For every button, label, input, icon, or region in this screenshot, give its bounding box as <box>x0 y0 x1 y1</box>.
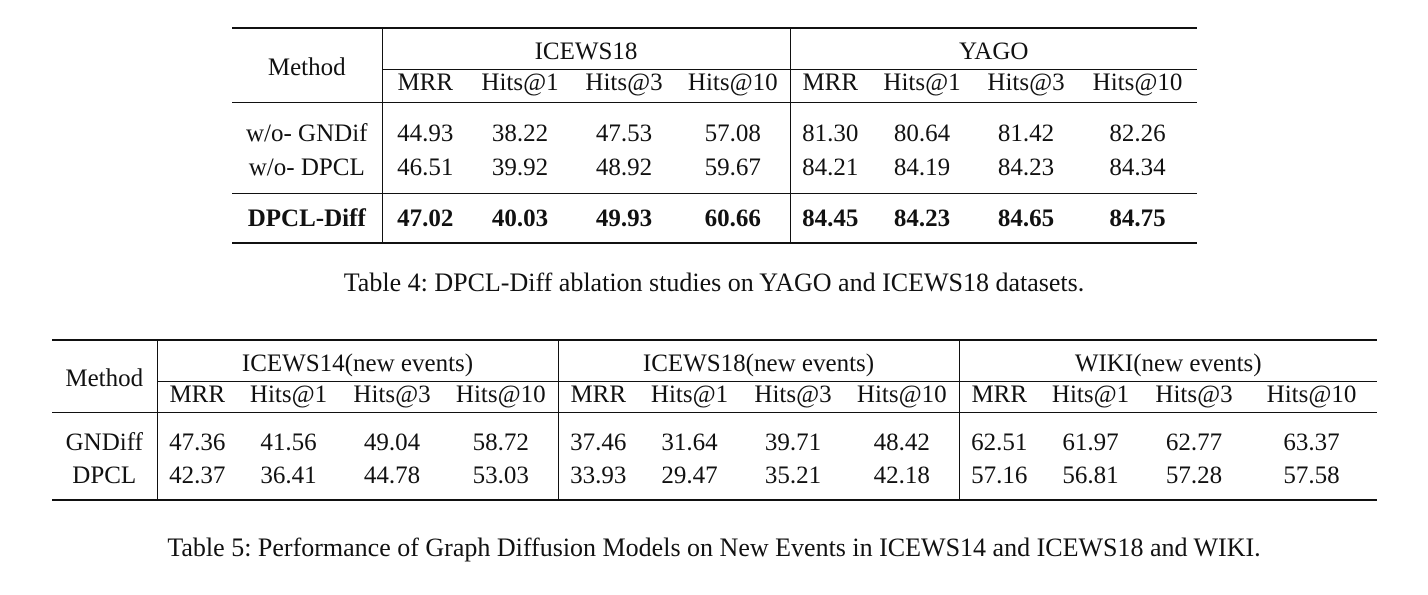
metric-header: MRR <box>157 381 237 413</box>
cell: 47.02 <box>382 193 468 243</box>
metric-header: MRR <box>557 381 638 413</box>
metric-header: MRR <box>789 69 870 103</box>
row-method: DPCL-Diff <box>232 193 383 243</box>
cell: 84.21 <box>789 151 870 194</box>
cell: 38.22 <box>468 102 572 151</box>
metric-header: Hits@1 <box>870 69 974 103</box>
group-header-icews14-new: ICEWS14(new events) <box>241 349 474 377</box>
row-method: GNDiff <box>52 412 158 459</box>
group-header-yago: YAGO <box>789 28 1197 70</box>
cell: 61.97 <box>1039 412 1142 459</box>
cell: 84.75 <box>1078 193 1197 243</box>
method-header: Method <box>232 28 383 103</box>
cell: 49.04 <box>340 412 444 459</box>
cell: 57.58 <box>1283 461 1340 489</box>
table-row: w/o- DPCL 46.51 39.92 48.92 59.67 84.21 … <box>232 151 1197 194</box>
metric-header: Hits@3 <box>1142 381 1246 413</box>
metric-header: Hits@3 <box>572 69 676 103</box>
group-header-wiki-new: WIKI(new events) <box>958 340 1377 382</box>
cell: 29.47 <box>661 461 718 489</box>
method-header: Method <box>52 340 158 413</box>
cell: 35.21 <box>764 461 822 489</box>
cell: 44.78 <box>363 461 421 489</box>
metric-header: Hits@10 <box>845 381 959 413</box>
cell: 57.08 <box>676 102 790 151</box>
metric-header: Hits@3 <box>340 381 444 413</box>
table-row: DPCL-Diff 47.02 40.03 49.93 60.66 84.45 … <box>232 193 1197 243</box>
row-method: w/o- DPCL <box>232 151 383 194</box>
table-5-caption: Table 5: Performance of Graph Diffusion … <box>167 533 1261 562</box>
cell: 39.71 <box>741 412 845 459</box>
cell: 80.64 <box>870 102 974 151</box>
cell: 42.18 <box>873 461 930 489</box>
cell: 81.42 <box>974 102 1078 151</box>
cell: 44.93 <box>382 102 468 151</box>
cell: 57.28 <box>1165 461 1223 489</box>
cell: 41.56 <box>237 412 340 459</box>
metric-header: Hits@10 <box>676 69 790 103</box>
group-header-icews18-new: ICEWS18(new events) <box>557 340 959 382</box>
metric-header: MRR <box>958 381 1039 413</box>
metric-header: Hits@10 <box>1078 69 1197 103</box>
cell: 48.42 <box>845 412 959 459</box>
metric-header: Hits@1 <box>1039 381 1142 413</box>
metric-header: Hits@10 <box>444 381 558 413</box>
table-5: Method ICEWS14(new events) ICEWS18(new e… <box>52 339 1377 501</box>
cell: 31.64 <box>638 412 741 459</box>
cell: 84.23 <box>997 153 1055 181</box>
cell: 39.92 <box>491 153 549 181</box>
metric-header: Hits@1 <box>468 69 572 103</box>
cell: 84.34 <box>1109 153 1166 181</box>
table-row: GNDiff 47.36 41.56 49.04 58.72 37.46 31.… <box>52 412 1377 459</box>
cell: 37.46 <box>557 412 638 459</box>
row-method: DPCL <box>52 459 158 500</box>
cell: 40.03 <box>468 193 572 243</box>
cell: 84.45 <box>789 193 870 243</box>
cell: 63.37 <box>1246 412 1377 459</box>
cell: 48.92 <box>595 153 653 181</box>
cell: 84.19 <box>893 153 951 181</box>
cell: 57.16 <box>958 459 1039 500</box>
cell: 53.03 <box>472 461 529 489</box>
metric-header: Hits@10 <box>1246 381 1377 413</box>
row-method: w/o- GNDif <box>232 102 383 151</box>
cell: 84.23 <box>870 193 974 243</box>
cell: 82.26 <box>1078 102 1197 151</box>
table-4-caption: Table 4: DPCL-Diff ablation studies on Y… <box>343 268 1085 297</box>
cell: 62.77 <box>1142 412 1246 459</box>
cell: 56.81 <box>1062 461 1119 489</box>
cell: 46.51 <box>397 153 454 181</box>
table-row: DPCL 42.37 36.41 44.78 53.03 33.93 29.47… <box>52 459 1377 500</box>
cell: 81.30 <box>789 102 870 151</box>
metric-header: Hits@1 <box>638 381 741 413</box>
metric-header: Hits@3 <box>741 381 845 413</box>
table-4: Method ICEWS18 YAGO MRR Hits@1 Hits@3 Hi… <box>232 27 1197 244</box>
cell: 49.93 <box>572 193 676 243</box>
cell: 84.65 <box>974 193 1078 243</box>
metric-header: Hits@3 <box>974 69 1078 103</box>
cell: 47.36 <box>157 412 237 459</box>
metric-header: MRR <box>382 69 468 103</box>
cell: 60.66 <box>676 193 790 243</box>
group-header-icews18: ICEWS18 <box>534 37 638 65</box>
metric-header: Hits@1 <box>237 381 340 413</box>
cell: 36.41 <box>260 461 317 489</box>
cell: 47.53 <box>572 102 676 151</box>
table-row: w/o- GNDif 44.93 38.22 47.53 57.08 81.30… <box>232 102 1197 151</box>
cell: 58.72 <box>444 412 558 459</box>
cell: 59.67 <box>704 153 761 181</box>
cell: 62.51 <box>958 412 1039 459</box>
cell: 42.37 <box>169 461 226 489</box>
cell: 33.93 <box>557 459 638 500</box>
